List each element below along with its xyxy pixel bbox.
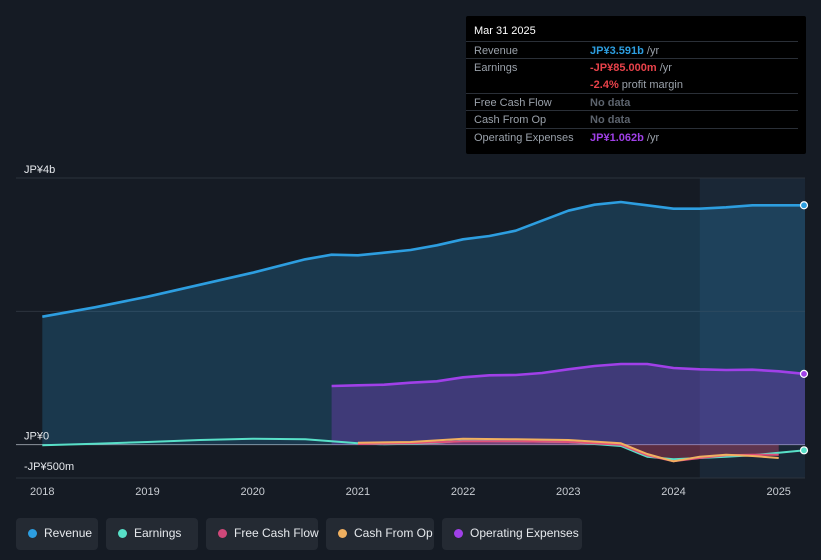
legend-label: Earnings	[134, 526, 182, 540]
revenue-area	[42, 202, 806, 445]
x-axis-labels: 2018 2019 2020 2021 2022 2023 2024 2025	[30, 486, 791, 498]
highlight-band	[699, 178, 805, 478]
x-tick-2025: 2025	[766, 486, 790, 498]
tooltip-date: Mar 31 2025	[474, 25, 536, 37]
x-tick-2024: 2024	[661, 486, 685, 498]
tooltip-row-label: Revenue	[474, 45, 519, 57]
legend-item-earnings[interactable]: Earnings	[106, 518, 198, 550]
tooltip-row-value: -2.4% profit margin	[590, 78, 683, 91]
tooltip-row: Revenue JP¥3.591b /yr	[466, 41, 798, 59]
earnings-end-marker	[799, 446, 809, 455]
legend-item-cash-from-op[interactable]: Cash From Op	[326, 518, 434, 550]
legend-dot-icon	[454, 529, 463, 538]
legend-label: Cash From Op	[354, 526, 433, 540]
tooltip-row-label: Free Cash Flow	[474, 96, 552, 109]
legend-item-operating-expenses[interactable]: Operating Expenses	[442, 518, 582, 550]
legend-label: Revenue	[44, 526, 93, 540]
operating-expenses-line	[331, 362, 806, 388]
x-tick-2019: 2019	[135, 486, 159, 498]
tooltip-row-value: No data	[590, 114, 631, 127]
tooltip-row-label: Earnings	[474, 62, 518, 75]
legend-dot-icon	[118, 529, 127, 538]
tooltip-row-value: -JP¥85.000m /yr	[590, 62, 672, 75]
tooltip-row: Earnings -JP¥85.000m /yr	[466, 58, 798, 76]
y-label-zero: JP¥0	[24, 431, 49, 443]
x-tick-2023: 2023	[556, 486, 580, 498]
legend-item-revenue[interactable]: Revenue	[16, 518, 98, 550]
tooltip-row-label: Cash From Op	[474, 114, 547, 127]
tooltip-row-value: No data	[590, 96, 631, 109]
legend-label: Operating Expenses	[470, 526, 579, 540]
y-label-bottom: -JP¥500m	[24, 461, 74, 473]
operating-expenses-end-marker	[799, 369, 809, 378]
free-cash-flow-area	[357, 441, 779, 462]
tooltip-row: Cash From Op No data	[466, 110, 798, 128]
x-tick-2021: 2021	[346, 486, 370, 498]
legend-dot-icon	[28, 529, 37, 538]
x-tick-2018: 2018	[30, 486, 54, 498]
data-tooltip: Mar 31 2025 Revenue JP¥3.591b /yr Earnings…	[466, 16, 806, 154]
operating-expenses-area	[331, 364, 805, 445]
legend-item-free-cash-flow[interactable]: Free Cash Flow	[206, 518, 319, 550]
x-tick-2020: 2020	[240, 486, 264, 498]
tooltip-row: -2.4% profit margin	[466, 76, 798, 93]
x-tick-2022: 2022	[451, 486, 475, 498]
cash-from-op-line	[357, 437, 779, 463]
tooltip-row-label: Operating Expenses	[474, 131, 574, 144]
tooltip-row: Operating Expenses JP¥1.062b /yr	[466, 127, 798, 146]
tooltip-row: Free Cash Flow No data	[466, 92, 798, 111]
legend-dot-icon	[218, 529, 227, 538]
tooltip-row-value: JP¥3.591b /yr	[590, 45, 660, 57]
y-axis-labels: JP¥4b JP¥0 -JP¥500m	[24, 164, 74, 473]
y-label-top: JP¥4b	[24, 164, 55, 176]
legend-dot-icon	[338, 529, 347, 538]
tooltip-row-value: JP¥1.062b /yr	[590, 131, 660, 144]
revenue-end-marker	[799, 201, 809, 210]
series-areas	[42, 202, 806, 462]
revenue-line	[42, 200, 805, 318]
legend-label: Free Cash Flow	[234, 526, 319, 540]
series-lines	[42, 200, 809, 463]
